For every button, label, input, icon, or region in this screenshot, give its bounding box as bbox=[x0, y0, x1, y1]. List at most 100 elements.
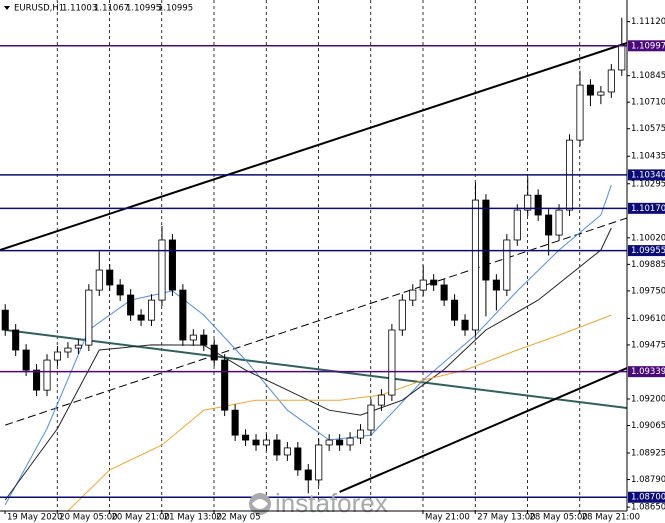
x-tick-label: May 21:00 bbox=[425, 513, 470, 523]
quote-value: 1.10995 bbox=[158, 4, 193, 14]
candle-body bbox=[388, 329, 396, 396]
candle-body bbox=[398, 299, 406, 331]
candle-body bbox=[524, 194, 532, 211]
level-label: 1.09955 bbox=[631, 246, 665, 256]
candle-body bbox=[513, 209, 521, 241]
candle-body bbox=[189, 334, 197, 341]
candle-body bbox=[576, 84, 584, 141]
candle-body bbox=[555, 209, 563, 236]
overlay-line bbox=[5, 329, 628, 409]
candle-body bbox=[200, 334, 208, 346]
candle-body bbox=[294, 447, 302, 471]
candle-body bbox=[430, 279, 438, 286]
candle-body bbox=[336, 439, 344, 446]
candle-body bbox=[242, 434, 250, 441]
candle-body bbox=[492, 279, 500, 291]
menu-triangle bbox=[4, 6, 10, 10]
candle-body bbox=[127, 294, 135, 316]
level-label: 1.09339 bbox=[631, 367, 665, 377]
candle-body bbox=[503, 239, 511, 291]
candle-body bbox=[273, 439, 281, 456]
candle-body bbox=[482, 199, 490, 281]
level-box bbox=[628, 169, 665, 181]
quote-value: 1.10995 bbox=[126, 4, 161, 14]
candle-body bbox=[43, 359, 51, 391]
y-tick-label: 1.09750 bbox=[631, 286, 665, 296]
y-tick-label: 1.09610 bbox=[631, 314, 665, 324]
level-box bbox=[628, 40, 665, 52]
overlay-line bbox=[339, 367, 628, 493]
x-tick-label: 27 May 13:00 bbox=[477, 513, 535, 523]
x-tick-label: 22 May 05 bbox=[216, 513, 261, 523]
y-tick-label: 1.10575 bbox=[631, 124, 665, 134]
overlay-line bbox=[5, 217, 628, 426]
candle-body bbox=[409, 289, 417, 301]
y-tick-label: 1.09200 bbox=[631, 394, 665, 404]
candle-body bbox=[586, 84, 594, 96]
y-tick-label: 1.09885 bbox=[631, 260, 665, 270]
watermark: instaforex bbox=[249, 488, 388, 518]
candle-body bbox=[12, 329, 20, 351]
watermark-text: instaforex bbox=[275, 488, 388, 518]
x-tick-label: 19 May 2020 bbox=[7, 513, 62, 523]
x-tick-label: 20 May 21:00 bbox=[112, 513, 170, 523]
candle-body bbox=[221, 359, 229, 411]
overlay-line bbox=[4, 227, 612, 501]
candle-body bbox=[419, 279, 427, 291]
candle-body bbox=[85, 289, 93, 346]
quote-value: 1.11067 bbox=[94, 4, 129, 14]
x-tick-label: 28 May 21:00 bbox=[582, 513, 640, 523]
logo-swirl bbox=[252, 499, 268, 509]
levels: 1.10997 1.10340 1.10170 1.09955 1.09339 1.087… bbox=[0, 40, 665, 503]
candle-body bbox=[377, 394, 385, 406]
candle-body bbox=[471, 199, 480, 331]
overlay-line bbox=[67, 314, 612, 512]
level-box bbox=[628, 366, 665, 378]
candle-body bbox=[356, 429, 365, 439]
y-tick-label: 1.08925 bbox=[631, 449, 665, 459]
y-tick-label: 1.10845 bbox=[631, 71, 665, 81]
level-label: 1.10340 bbox=[631, 170, 665, 180]
candle-body bbox=[147, 299, 156, 321]
candle-body bbox=[618, 44, 626, 71]
candle-body bbox=[1, 309, 9, 331]
candle-body bbox=[116, 284, 124, 296]
y-tick-label: 1.09065 bbox=[631, 421, 665, 431]
candle-body bbox=[304, 469, 312, 481]
candle-body bbox=[451, 299, 459, 321]
y-tick-label: 1.09475 bbox=[631, 340, 665, 350]
y-tick-label: 1.08790 bbox=[631, 475, 665, 485]
candles bbox=[1, 17, 626, 494]
candle-body bbox=[64, 347, 72, 353]
axis-labels: 1.11120 1.10845 1.10710 1.10575 1.10435 1.102… bbox=[4, 17, 665, 523]
y-tick-label: 1.11120 bbox=[631, 17, 665, 27]
candle-body bbox=[325, 439, 333, 446]
candle-body bbox=[33, 369, 41, 391]
x-tick-label: 28 May 05:00 bbox=[530, 513, 588, 523]
quote-value: 1.11003 bbox=[62, 4, 97, 14]
level-label: 1.10997 bbox=[631, 41, 665, 51]
candle-body bbox=[283, 447, 291, 456]
overlay-line bbox=[0, 42, 628, 251]
candle-body bbox=[158, 239, 166, 301]
y-tick-label: 1.10295 bbox=[631, 179, 665, 189]
y-tick-label: 1.08650 bbox=[631, 503, 665, 513]
x-tick-label: 20 May 05:00 bbox=[59, 513, 117, 523]
candle-body bbox=[461, 319, 469, 331]
y-tick-label: 1.10710 bbox=[631, 98, 665, 108]
candle-body bbox=[545, 214, 553, 236]
level-label: 1.10170 bbox=[631, 204, 665, 214]
candle-body bbox=[74, 344, 82, 349]
overlay-line bbox=[4, 184, 612, 506]
level-box bbox=[628, 202, 665, 214]
y-tick-label: 1.10435 bbox=[631, 152, 665, 162]
candle-body bbox=[22, 349, 30, 371]
candle-body bbox=[252, 439, 260, 446]
candle-body bbox=[168, 239, 176, 291]
candle-body bbox=[367, 404, 375, 431]
level-label: 1.08700 bbox=[631, 493, 665, 503]
x-tick-label: 21 May 13:00 bbox=[164, 513, 222, 523]
